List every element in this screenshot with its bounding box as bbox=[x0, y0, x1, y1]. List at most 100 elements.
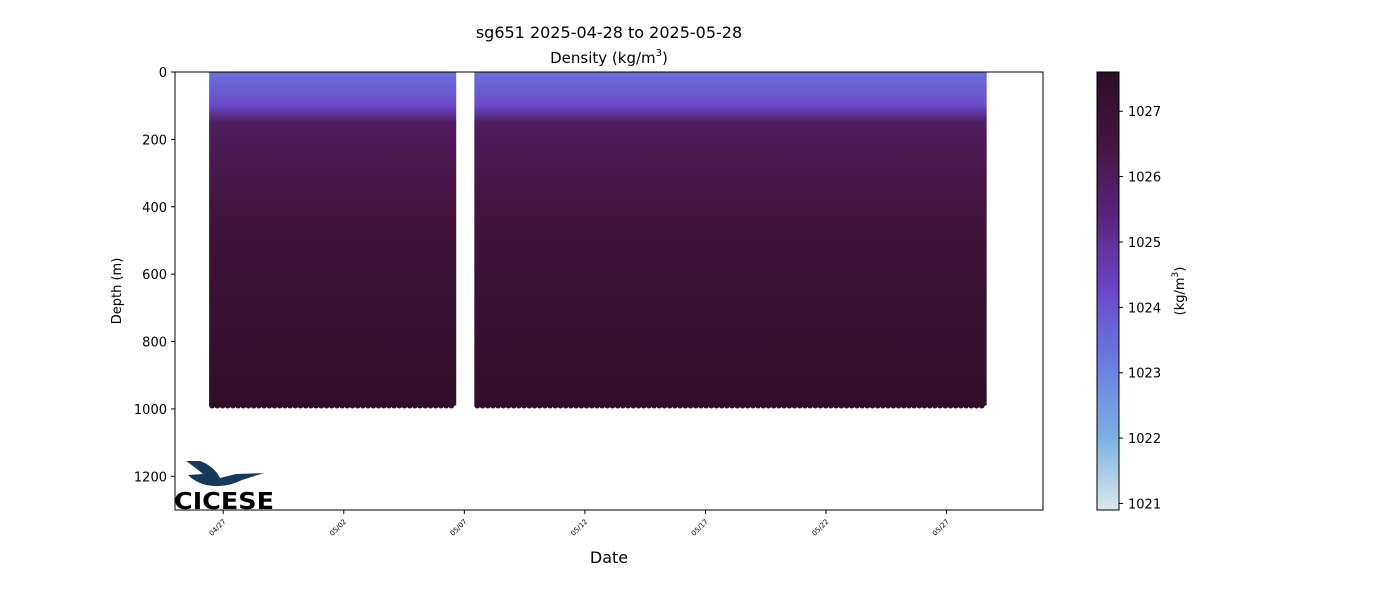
dive-bottom-marker bbox=[604, 402, 611, 409]
dive-bottom-marker bbox=[791, 402, 798, 409]
dive-bottom-marker bbox=[713, 402, 720, 409]
dive-bottom-marker bbox=[645, 402, 652, 409]
dive-bottom-marker bbox=[557, 402, 564, 409]
dive-bottom-marker bbox=[625, 402, 632, 409]
dive-bottom-marker bbox=[547, 402, 554, 409]
dive-bottom-marker bbox=[916, 402, 923, 409]
dive-bottom-marker bbox=[505, 402, 512, 409]
colorbar-axis: 1021 1022 1023 1024 1025 1026 1027 bbox=[1119, 105, 1161, 512]
dive-bottom-marker bbox=[235, 402, 242, 409]
dive-bottom-marker bbox=[302, 402, 309, 409]
dive-bottom-marker bbox=[375, 402, 382, 409]
dive-bottom-marker bbox=[245, 402, 252, 409]
dive-bottom-marker bbox=[396, 402, 403, 409]
colorbar-tick-label: 1022 bbox=[1128, 432, 1161, 447]
plot-frame bbox=[174, 71, 1044, 511]
dive-bottom-marker bbox=[848, 402, 855, 409]
dive-bottom-marker bbox=[687, 402, 694, 409]
dive-bottom-marker bbox=[781, 402, 788, 409]
dive-bottom-marker bbox=[593, 402, 600, 409]
dive-bottom-marker bbox=[365, 402, 372, 409]
dive-bottom-marker bbox=[292, 402, 299, 409]
dive-bottom-marker bbox=[942, 402, 949, 409]
dive-bottom-marker bbox=[859, 402, 866, 409]
dive-bottom-marker bbox=[692, 402, 699, 409]
dive-bottom-marker bbox=[666, 402, 673, 409]
chart-title: sg651 2025-04-28 to 2025-05-28 bbox=[476, 23, 742, 42]
dive-bottom-marker bbox=[931, 402, 938, 409]
dive-bottom-marker bbox=[261, 402, 268, 409]
dive-bottom-marker bbox=[484, 402, 491, 409]
x-axis: 04/27 05/02 05/07 05/12 05/17 05/22 05/27 bbox=[208, 510, 951, 538]
dive-bottom-marker bbox=[422, 402, 429, 409]
density-section bbox=[209, 72, 457, 406]
bird-icon bbox=[186, 461, 264, 487]
dive-bottom-marker bbox=[515, 402, 522, 409]
dive-bottom-marker bbox=[703, 402, 710, 409]
dive-bottom-marker bbox=[578, 402, 585, 409]
dive-bottom-marker bbox=[541, 402, 548, 409]
dive-bottom-marker bbox=[723, 402, 730, 409]
dive-bottom-marker bbox=[968, 402, 975, 409]
y-tick-label: 0 bbox=[159, 66, 167, 81]
dive-bottom-marker bbox=[739, 402, 746, 409]
dive-bottom-marker bbox=[214, 402, 221, 409]
colorbar bbox=[1096, 71, 1120, 511]
dive-bottom-marker bbox=[219, 402, 226, 409]
dive-bottom-marker bbox=[807, 402, 814, 409]
dive-bottom-marker bbox=[900, 402, 907, 409]
dive-bottom-marker bbox=[370, 402, 377, 409]
dive-bottom-marker bbox=[749, 402, 756, 409]
dive-bottom-marker bbox=[224, 402, 231, 409]
dive-bottom-marker bbox=[677, 402, 684, 409]
dive-bottom-marker bbox=[708, 402, 715, 409]
y-tick-label: 400 bbox=[142, 201, 167, 216]
x-tick-label: 05/22 bbox=[810, 518, 830, 538]
dive-bottom-marker bbox=[775, 402, 782, 409]
dive-bottom-marker bbox=[729, 402, 736, 409]
dive-bottom-marker bbox=[276, 402, 283, 409]
dive-bottom-marker bbox=[536, 402, 543, 409]
dive-bottom-marker bbox=[911, 402, 918, 409]
dive-bottom-marker bbox=[843, 402, 850, 409]
dive-bottom-marker bbox=[874, 402, 881, 409]
dive-bottom-marker bbox=[500, 402, 507, 409]
dive-bottom-marker bbox=[380, 402, 387, 409]
x-tick-label: 05/07 bbox=[449, 518, 469, 538]
dive-bottom-marker bbox=[354, 402, 361, 409]
y-axis: 0 200 400 600 800 1000 1200 bbox=[134, 66, 175, 485]
dive-bottom-marker bbox=[879, 402, 886, 409]
dive-bottom-marker bbox=[562, 402, 569, 409]
dive-bottom-marker bbox=[640, 402, 647, 409]
dive-bottom-marker bbox=[250, 402, 257, 409]
dive-bottom-marker bbox=[531, 402, 538, 409]
dive-bottom-marker bbox=[890, 402, 897, 409]
x-tick-label: 05/12 bbox=[569, 518, 589, 538]
dive-bottom-marker bbox=[448, 402, 455, 409]
y-axis-label: Depth (m) bbox=[110, 258, 125, 325]
dive-bottom-marker bbox=[552, 402, 559, 409]
dive-bottom-marker bbox=[240, 402, 247, 409]
dive-bottom-marker bbox=[573, 402, 580, 409]
dive-bottom-marker bbox=[833, 402, 840, 409]
dive-bottom-marker bbox=[495, 402, 502, 409]
dive-bottom-marker bbox=[229, 402, 236, 409]
dive-bottom-marker bbox=[786, 402, 793, 409]
dive-bottom-marker bbox=[853, 402, 860, 409]
density-section bbox=[474, 72, 987, 406]
dive-bottom-marker bbox=[318, 402, 325, 409]
x-tick-label: 04/27 bbox=[208, 518, 228, 538]
dive-bottom-marker bbox=[921, 402, 928, 409]
dive-bottom-marker bbox=[827, 402, 834, 409]
dive-bottom-marker bbox=[614, 402, 621, 409]
dive-bottom-marker bbox=[770, 402, 777, 409]
colorbar-tick-label: 1023 bbox=[1128, 367, 1161, 382]
dive-bottom-marker bbox=[609, 402, 616, 409]
dive-bottom-marker bbox=[271, 402, 278, 409]
dive-bottom-marker bbox=[957, 402, 964, 409]
dive-bottom-marker bbox=[697, 402, 704, 409]
dive-bottom-marker bbox=[479, 402, 486, 409]
colorbar-tick-label: 1027 bbox=[1128, 105, 1161, 120]
dive-bottom-marker bbox=[323, 402, 330, 409]
